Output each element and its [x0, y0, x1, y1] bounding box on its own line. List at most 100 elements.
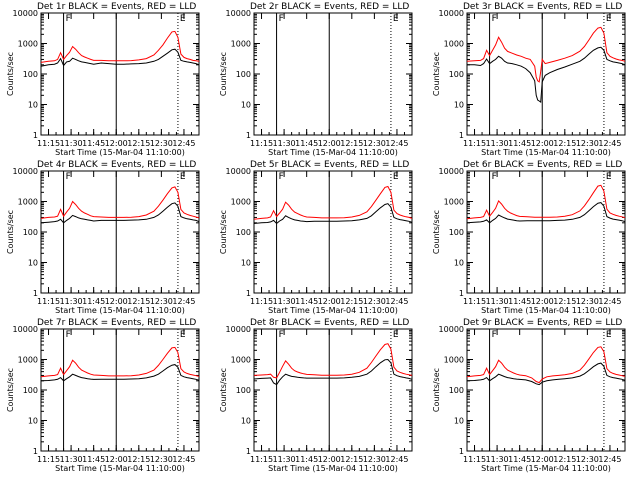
x-tick-label: 12:00 [318, 297, 341, 306]
panel-title: Det 8r BLACK = Events, RED = LLD [250, 318, 409, 328]
y-tick-label: 10000 [13, 9, 38, 18]
x-tick-label: 12:00 [105, 139, 128, 148]
series-events-line [466, 202, 626, 224]
x-tick-label: 12:30 [150, 139, 173, 148]
x-tick-label: 11:45 [508, 297, 531, 306]
marker-label: F [279, 330, 284, 340]
y-tick-label: 100 [23, 70, 38, 79]
y-tick-label: 10 [454, 417, 464, 426]
marker-label: F [492, 330, 497, 340]
marker-label: F [66, 330, 71, 340]
plot-frame [253, 328, 413, 452]
x-tick-label: 12:15 [127, 297, 150, 306]
y-tick-label: 10000 [226, 9, 251, 18]
y-tick-label: 100 [236, 70, 251, 79]
x-tick-label: 11:45 [82, 455, 105, 464]
panel-title: Det 4r BLACK = Events, RED = LLD [37, 160, 196, 170]
x-tick-label: 11:45 [295, 455, 318, 464]
series-lld-line [466, 26, 626, 83]
x-tick-label: 11:45 [82, 139, 105, 148]
y-tick-label: 10000 [13, 167, 38, 176]
x-tick-label: 12:30 [363, 297, 386, 306]
y-tick-label: 100 [449, 386, 464, 395]
panel-title: Det 9r BLACK = Events, RED = LLD [463, 318, 622, 328]
y-tick-label: 10000 [226, 325, 251, 334]
series-lld-line [466, 346, 626, 384]
series-events-line [40, 48, 200, 67]
marker-label: E [606, 14, 612, 24]
y-tick-label: 1000 [18, 198, 38, 207]
series-lld-line [253, 343, 413, 379]
y-tick-label: 1 [33, 447, 38, 456]
x-tick-label: 11:15 [250, 297, 273, 306]
series-lld-line [40, 30, 200, 63]
x-axis-label: Start Time (15-Mar-04 11:10:00) [481, 464, 611, 473]
y-tick-label: 10 [28, 259, 38, 268]
panel-det-1r: Det 1r BLACK = Events, RED = LLD 1 10 100 10… [6, 2, 200, 157]
series-lld-line [253, 185, 413, 220]
x-tick-label: 12:00 [531, 139, 554, 148]
plot-frame [466, 12, 626, 136]
x-axis-label: Start Time (15-Mar-04 11:10:00) [268, 148, 398, 157]
x-tick-label: 12:15 [553, 139, 576, 148]
series-events-line [467, 46, 626, 104]
plot-frame [253, 12, 413, 136]
panel-det-3r: Det 3r BLACK = Events, RED = LLD 1 10 100 10… [432, 2, 626, 157]
y-axis-label: Counts/sec [432, 52, 441, 96]
marker-label: E [393, 14, 399, 24]
y-tick-label: 1 [459, 289, 464, 298]
marker-label: E [606, 172, 612, 182]
x-axis-label: Start Time (15-Mar-04 11:10:00) [55, 148, 185, 157]
x-tick-label: 12:30 [363, 455, 386, 464]
x-tick-label: 11:30 [60, 455, 83, 464]
marker-label: E [393, 330, 399, 340]
marker-label: E [180, 172, 186, 182]
x-tick-label: 12:15 [553, 297, 576, 306]
panel-det-6r: Det 6r BLACK = Events, RED = LLD 1 10 100 10… [432, 160, 626, 315]
x-tick-label: 12:15 [340, 297, 363, 306]
x-tick-label: 11:30 [273, 297, 296, 306]
marker-label: E [393, 172, 399, 182]
panel-det-9r: Det 9r BLACK = Events, RED = LLD 1 10 100 10… [432, 318, 626, 473]
y-tick-label: 1000 [18, 356, 38, 365]
x-tick-label: 12:15 [127, 455, 150, 464]
marker-label: E [180, 330, 186, 340]
x-tick-label: 11:45 [508, 139, 531, 148]
x-tick-label: 11:15 [37, 455, 60, 464]
marker-label: E [180, 14, 186, 24]
y-tick-label: 1 [459, 131, 464, 140]
panel-title: Det 3r BLACK = Events, RED = LLD [463, 2, 622, 12]
y-tick-label: 10000 [439, 167, 464, 176]
panel-det-4r: Det 4r BLACK = Events, RED = LLD 1 10 100 10… [6, 160, 200, 315]
x-tick-label: 11:30 [486, 297, 509, 306]
y-tick-label: 1 [246, 289, 251, 298]
x-tick-label: 11:15 [37, 297, 60, 306]
panel-title: Det 7r BLACK = Events, RED = LLD [37, 318, 196, 328]
x-tick-label: 11:30 [273, 139, 296, 148]
x-tick-label: 12:30 [150, 455, 173, 464]
y-tick-label: 10 [241, 259, 251, 268]
y-tick-label: 10000 [439, 325, 464, 334]
y-tick-label: 1 [246, 131, 251, 140]
x-tick-label: 12:45 [172, 139, 195, 148]
y-tick-label: 10 [454, 259, 464, 268]
x-tick-label: 11:15 [37, 139, 60, 148]
x-tick-label: 12:00 [105, 455, 128, 464]
x-tick-label: 12:30 [150, 297, 173, 306]
y-tick-label: 10 [28, 417, 38, 426]
y-tick-label: 10 [241, 101, 251, 110]
marker-label: F [279, 14, 284, 24]
x-tick-label: 12:30 [363, 139, 386, 148]
x-tick-label: 11:30 [60, 297, 83, 306]
y-axis-label: Counts/sec [432, 210, 441, 254]
x-tick-label: 11:30 [486, 455, 509, 464]
y-tick-label: 1000 [231, 40, 251, 49]
x-tick-label: 12:00 [318, 455, 341, 464]
x-tick-label: 11:15 [463, 455, 486, 464]
y-axis-label: Counts/sec [6, 210, 15, 254]
y-tick-label: 1000 [18, 40, 38, 49]
series-events-line [466, 362, 626, 386]
y-tick-label: 1 [246, 447, 251, 456]
x-tick-label: 12:15 [127, 139, 150, 148]
